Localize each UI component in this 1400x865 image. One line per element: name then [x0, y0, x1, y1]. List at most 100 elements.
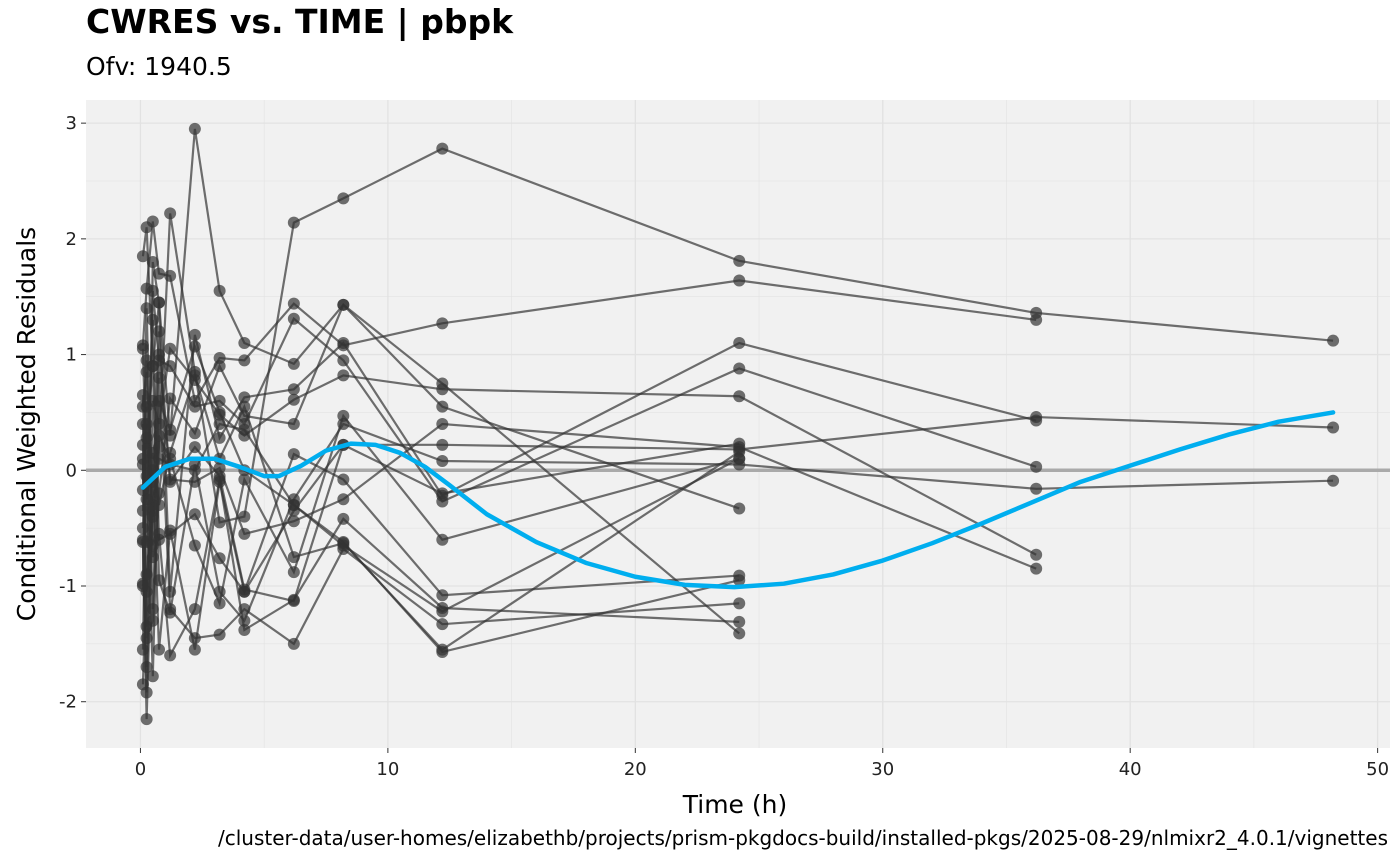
data-point: [146, 551, 159, 564]
data-point: [140, 568, 153, 581]
x-tick-label: 50: [1366, 759, 1389, 780]
data-point: [1030, 313, 1043, 326]
y-tick-label: 2: [66, 229, 77, 250]
data-point: [188, 475, 201, 488]
data-point: [287, 566, 300, 579]
data-point: [337, 369, 350, 382]
x-axis-ticks: 0 10 20 30 40 50: [135, 748, 1389, 780]
y-axis-title: Conditional Weighted Residuals: [12, 227, 41, 621]
data-point: [146, 215, 159, 228]
data-point: [287, 595, 300, 608]
data-point: [1030, 562, 1043, 575]
data-point: [337, 512, 350, 525]
data-point: [140, 418, 153, 430]
data-point: [164, 392, 177, 405]
data-point: [164, 475, 177, 488]
smooth-curve: [140, 410, 1336, 590]
data-point: [152, 487, 165, 500]
x-tick-label: 40: [1119, 759, 1142, 780]
plot-panel: [86, 100, 1390, 748]
data-point: [238, 614, 251, 627]
data-point: [213, 628, 226, 641]
data-point: [213, 431, 226, 444]
data-point: [136, 536, 149, 549]
data-point: [337, 473, 350, 486]
data-point: [152, 429, 165, 442]
data-point: [436, 455, 449, 468]
data-point: [146, 256, 159, 268]
data-point: [136, 342, 149, 355]
y-tick-label: -2: [59, 692, 77, 713]
data-point: [152, 452, 165, 465]
data-point: [287, 297, 300, 310]
data-point: [140, 713, 153, 726]
data-point: [140, 493, 153, 506]
data-point: [238, 583, 251, 596]
data-point: [188, 441, 201, 454]
data-point: [213, 597, 226, 610]
data-point: [136, 504, 149, 517]
data-point: [1327, 334, 1340, 347]
data-point: [337, 354, 350, 367]
data-point: [436, 317, 449, 330]
data-point: [140, 632, 153, 645]
data-point: [152, 348, 165, 361]
data-point: [188, 122, 201, 135]
data-point: [733, 574, 746, 587]
data-point: [213, 552, 226, 565]
data-point: [436, 142, 449, 155]
y-tick-label: 3: [66, 113, 77, 134]
data-point: [140, 686, 153, 699]
data-point: [1030, 482, 1043, 495]
data-point: [1030, 460, 1043, 473]
data-point: [146, 670, 159, 683]
data-point: [733, 437, 746, 450]
data-point: [337, 337, 350, 349]
data-point: [436, 383, 449, 396]
data-point: [287, 499, 300, 511]
data-point: [213, 516, 226, 529]
data-point: [436, 487, 449, 500]
data-point: [436, 400, 449, 413]
data-point: [136, 522, 149, 535]
x-tick-label: 20: [624, 759, 647, 780]
data-point: [152, 296, 165, 309]
data-point: [1030, 411, 1043, 424]
chart-caption: /cluster-data/user-homes/elizabethb/proj…: [218, 826, 1388, 850]
data-point: [136, 250, 149, 263]
y-tick-label: -1: [59, 576, 77, 597]
data-point: [733, 502, 746, 515]
data-point: [733, 597, 746, 610]
data-point: [238, 354, 251, 367]
y-tick-label: 0: [66, 460, 77, 481]
data-point: [238, 400, 251, 413]
data-point: [238, 623, 251, 636]
data-point: [337, 409, 350, 422]
data-point: [733, 615, 746, 628]
data-point: [136, 643, 149, 656]
data-point: [733, 337, 746, 349]
data-point: [436, 589, 449, 602]
data-point: [1030, 548, 1043, 561]
data-point: [213, 418, 226, 430]
data-point: [733, 254, 746, 267]
data-point: [238, 337, 251, 349]
smooth-curve-group: [140, 410, 1336, 590]
data-point: [337, 298, 350, 311]
data-point: [188, 400, 201, 413]
x-axis-title: Time (h): [682, 790, 787, 819]
data-point: [337, 192, 350, 205]
x-tick-label: 10: [376, 759, 399, 780]
data-point: [287, 357, 300, 370]
data-point: [164, 342, 177, 355]
data-point: [188, 369, 201, 382]
data-point: [146, 539, 159, 552]
data-point: [238, 423, 251, 436]
data-point: [287, 637, 300, 650]
data-point: [436, 438, 449, 451]
data-point: [164, 603, 177, 616]
data-point: [287, 216, 300, 229]
data-point: [213, 284, 226, 297]
data-point: [436, 605, 449, 618]
